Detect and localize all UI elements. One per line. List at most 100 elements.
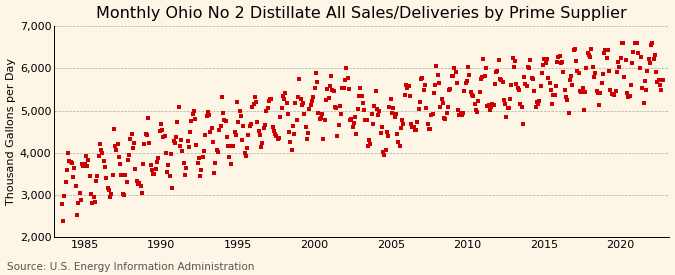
Point (172, 120, 183, 125)
Point (583, 53, 594, 58)
Point (525, 58, 536, 62)
Point (385, 96, 396, 101)
Point (572, 68, 583, 73)
Point (276, 106, 287, 110)
Point (173, 105, 184, 109)
Point (266, 97, 277, 101)
Point (233, 120, 244, 125)
Point (567, 82, 578, 87)
Point (234, 109, 245, 113)
Point (601, 56, 612, 60)
Point (452, 81, 462, 85)
Point (86, 191, 97, 196)
Point (624, 93, 635, 98)
Point (605, 87, 616, 92)
Point (596, 80, 607, 85)
Point (181, 166, 192, 170)
Point (100, 165, 111, 169)
Point (195, 174, 206, 178)
Point (360, 117, 371, 122)
Point (375, 131, 386, 136)
Point (111, 148, 122, 152)
Point (322, 87, 333, 91)
Point (112, 142, 123, 147)
Point (413, 107, 424, 111)
Point (79, 162, 90, 166)
Point (641, 88, 651, 93)
Point (350, 115, 360, 119)
Point (642, 68, 653, 73)
Point (237, 138, 248, 142)
Point (369, 104, 379, 108)
Point (333, 123, 344, 127)
Point (595, 90, 605, 95)
Point (281, 100, 292, 105)
Point (261, 109, 271, 114)
Point (614, 65, 625, 70)
Point (310, 70, 321, 75)
Point (361, 118, 372, 122)
Point (88, 194, 99, 199)
Point (284, 130, 294, 134)
Point (304, 107, 315, 111)
Point (531, 100, 542, 104)
Point (227, 144, 238, 148)
Point (566, 74, 576, 79)
Point (57, 219, 68, 223)
Point (440, 117, 451, 122)
Point (318, 137, 329, 141)
Point (591, 89, 602, 93)
Point (177, 148, 188, 153)
Point (515, 102, 526, 107)
Point (510, 59, 520, 63)
Point (645, 61, 655, 65)
Point (626, 82, 637, 87)
Point (305, 103, 316, 107)
Point (449, 66, 460, 70)
Point (362, 144, 373, 148)
Point (599, 51, 610, 55)
Point (365, 142, 376, 146)
Point (639, 79, 650, 84)
Point (269, 128, 279, 133)
Point (443, 104, 454, 109)
Point (232, 100, 242, 104)
Point (164, 174, 175, 178)
Point (393, 139, 404, 144)
Point (465, 89, 476, 94)
Point (259, 126, 269, 130)
Point (207, 125, 217, 130)
Point (390, 112, 401, 116)
Point (408, 125, 419, 129)
Point (308, 95, 319, 100)
Point (421, 106, 432, 110)
Point (124, 153, 134, 157)
Point (215, 123, 226, 128)
Point (433, 72, 443, 77)
Point (426, 112, 437, 117)
Point (570, 47, 580, 51)
Point (448, 73, 458, 78)
Point (638, 101, 649, 105)
Point (293, 95, 304, 99)
Point (132, 182, 143, 186)
Point (486, 105, 497, 109)
Point (548, 93, 559, 98)
Point (303, 131, 314, 135)
Point (325, 83, 335, 88)
Point (528, 77, 539, 82)
Point (538, 62, 549, 67)
Point (491, 70, 502, 74)
Point (388, 106, 399, 110)
Point (648, 57, 659, 61)
Point (175, 144, 186, 148)
Point (603, 48, 614, 52)
Point (394, 144, 405, 148)
Point (272, 137, 283, 141)
Point (292, 118, 302, 122)
Point (502, 106, 513, 110)
Point (162, 170, 173, 175)
Point (329, 105, 340, 110)
Point (342, 75, 353, 80)
Point (77, 162, 88, 166)
